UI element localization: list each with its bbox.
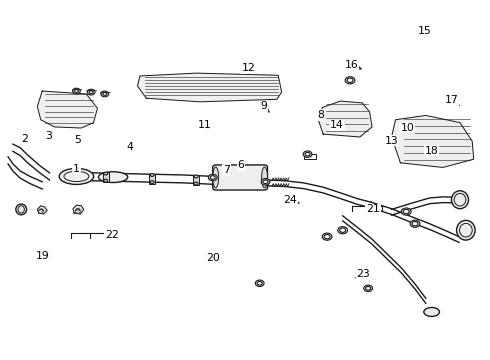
Circle shape: [76, 209, 80, 212]
Circle shape: [338, 226, 347, 234]
Text: 24: 24: [283, 195, 297, 205]
Polygon shape: [392, 116, 474, 167]
Circle shape: [194, 182, 198, 185]
Polygon shape: [37, 206, 47, 214]
Circle shape: [208, 174, 217, 181]
Circle shape: [403, 210, 409, 214]
Text: 16: 16: [344, 59, 358, 69]
Bar: [304, 154, 316, 159]
Text: 10: 10: [400, 123, 414, 133]
Ellipse shape: [457, 220, 475, 240]
Text: 12: 12: [242, 63, 256, 73]
Circle shape: [75, 210, 80, 213]
Ellipse shape: [262, 167, 268, 188]
Bar: [149, 174, 155, 184]
Circle shape: [255, 280, 264, 287]
Circle shape: [364, 285, 372, 292]
Text: 2: 2: [21, 134, 27, 144]
Circle shape: [263, 180, 268, 184]
Circle shape: [261, 179, 270, 185]
Circle shape: [87, 89, 95, 95]
Text: 17: 17: [444, 95, 458, 105]
Circle shape: [194, 175, 198, 178]
Circle shape: [257, 282, 262, 285]
Circle shape: [366, 287, 370, 290]
Ellipse shape: [424, 307, 440, 316]
Text: 13: 13: [385, 136, 398, 145]
Circle shape: [74, 90, 78, 93]
Polygon shape: [138, 73, 282, 102]
Ellipse shape: [59, 168, 94, 184]
Circle shape: [412, 222, 418, 226]
Text: 20: 20: [206, 253, 220, 263]
Text: 8: 8: [318, 110, 324, 120]
Ellipse shape: [213, 167, 219, 188]
Circle shape: [324, 234, 330, 239]
Circle shape: [210, 176, 215, 179]
Circle shape: [73, 88, 80, 94]
Text: 5: 5: [74, 135, 81, 145]
Circle shape: [39, 209, 43, 212]
Text: 1: 1: [73, 163, 80, 174]
Circle shape: [150, 174, 154, 176]
Ellipse shape: [98, 172, 128, 183]
Text: 18: 18: [425, 145, 439, 156]
Circle shape: [340, 228, 345, 232]
Circle shape: [101, 91, 109, 97]
Circle shape: [401, 208, 411, 215]
Text: 4: 4: [127, 142, 134, 152]
Polygon shape: [318, 101, 372, 137]
Text: 15: 15: [418, 26, 432, 36]
Polygon shape: [37, 91, 98, 128]
Polygon shape: [73, 205, 84, 214]
Text: 19: 19: [35, 251, 49, 261]
Circle shape: [104, 172, 108, 175]
Bar: [103, 172, 109, 182]
Text: 9: 9: [260, 102, 267, 112]
Circle shape: [305, 152, 310, 156]
Text: 3: 3: [45, 131, 52, 141]
Circle shape: [89, 91, 93, 94]
Text: 14: 14: [330, 121, 343, 130]
Circle shape: [104, 179, 108, 182]
Text: 6: 6: [238, 160, 245, 170]
Text: 22: 22: [105, 230, 119, 239]
Text: 7: 7: [223, 165, 230, 175]
Text: 11: 11: [198, 121, 212, 130]
Circle shape: [150, 181, 154, 184]
Text: 23: 23: [356, 269, 370, 279]
Circle shape: [347, 78, 353, 82]
Circle shape: [38, 210, 43, 213]
Circle shape: [410, 220, 420, 227]
Bar: [193, 175, 199, 185]
Ellipse shape: [451, 191, 468, 209]
Circle shape: [322, 233, 332, 240]
Ellipse shape: [16, 204, 26, 215]
Circle shape: [303, 151, 312, 157]
Circle shape: [103, 93, 107, 95]
Circle shape: [345, 77, 355, 84]
Text: 21: 21: [366, 204, 380, 215]
FancyBboxPatch shape: [213, 165, 268, 190]
